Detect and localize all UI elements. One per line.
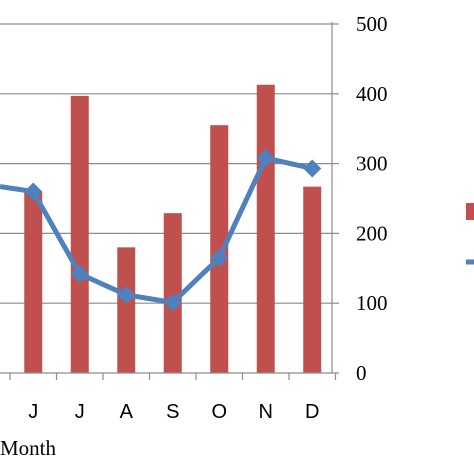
bar-series bbox=[24, 84, 322, 374]
line-marker bbox=[117, 285, 136, 304]
y-tick-label: 300 bbox=[356, 152, 388, 176]
x-tick-label: S bbox=[166, 401, 179, 423]
y-tick-labels: 0 100 200 300 400 500 bbox=[356, 12, 388, 385]
series-line bbox=[0, 155, 313, 306]
bar bbox=[24, 191, 43, 373]
line-series bbox=[0, 149, 322, 312]
x-tick-label: O bbox=[211, 401, 227, 423]
y-tick-label: 0 bbox=[356, 361, 367, 385]
line-marker bbox=[163, 293, 182, 312]
line-marker bbox=[70, 264, 89, 283]
x-tick-label: J bbox=[75, 401, 85, 423]
line-marker bbox=[256, 149, 275, 168]
bar bbox=[70, 95, 89, 374]
x-tick-label: J bbox=[28, 401, 38, 423]
bar bbox=[117, 247, 136, 373]
bar bbox=[163, 213, 182, 373]
legend-swatch-bar bbox=[466, 203, 474, 220]
legend bbox=[466, 203, 474, 265]
x-tick-label: D bbox=[305, 401, 319, 423]
y-tick-label: 500 bbox=[356, 12, 388, 36]
y-tick-label: 200 bbox=[356, 221, 388, 245]
line-marker bbox=[24, 182, 43, 201]
line-marker bbox=[303, 159, 322, 178]
bar bbox=[303, 186, 322, 373]
line-marker bbox=[210, 248, 229, 267]
x-tick-label: A bbox=[120, 401, 134, 423]
x-axis-label: Month bbox=[0, 436, 57, 460]
x-tick-label: N bbox=[259, 401, 273, 423]
y-tick-label: 100 bbox=[356, 291, 388, 315]
axes bbox=[0, 22, 339, 380]
y-tick-label: 400 bbox=[356, 82, 388, 106]
bar bbox=[256, 84, 275, 373]
